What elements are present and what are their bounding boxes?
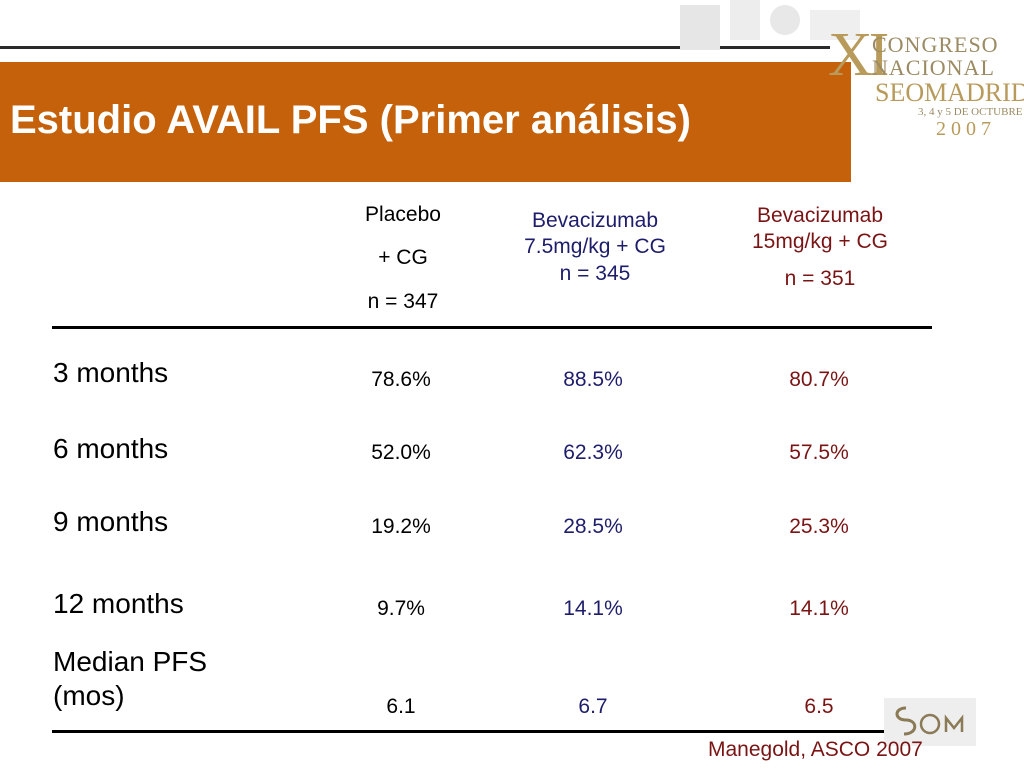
table-cell: 78.6%	[371, 368, 431, 391]
table-cell: 6.5	[804, 695, 834, 718]
row-label-median-pfs: Median PFS (mos)	[53, 645, 207, 712]
row-label-line: Median PFS	[53, 646, 208, 677]
logo-year: 2007	[936, 118, 996, 140]
column-header-bev-7-5: Bevacizumab 7.5mg/kg + CG n = 345	[485, 208, 705, 287]
table-cell: 6.7	[578, 695, 608, 718]
header-line: n = 345	[559, 261, 631, 285]
congress-logo: XI CONGRESO NACIONAL SEOMADRID 3, 4 y 5 …	[650, 0, 1024, 150]
table-cell: 19.2%	[371, 515, 431, 538]
header-line: n = 347	[367, 289, 439, 313]
header-line: 15mg/kg + CG	[752, 230, 888, 254]
logo-date: 3, 4 y 5 DE OCTUBRE	[918, 106, 1023, 118]
citation: Manegold, ASCO 2007	[708, 738, 923, 761]
table-cell: 80.7%	[789, 368, 849, 391]
table-cell: 88.5%	[563, 368, 623, 391]
row-label-line: (mos)	[53, 679, 125, 711]
header-line: + CG	[378, 246, 428, 270]
header-line: 7.5mg/kg + CG	[524, 235, 666, 259]
header-line: Placebo	[365, 203, 441, 226]
logo-line-1: CONGRESO	[872, 32, 999, 57]
table-cell: 25.3%	[789, 515, 849, 538]
column-header-bev-15: Bevacizumab 15mg/kg + CG n = 351	[710, 203, 930, 292]
table-cell: 52.0%	[371, 441, 431, 464]
faint-banner-graphic	[680, 0, 860, 50]
row-label: 12 months	[53, 588, 184, 619]
table-top-rule	[52, 326, 932, 329]
table-cell: 28.5%	[563, 515, 623, 538]
header-line: Bevacizumab	[756, 204, 884, 227]
table-cell: 57.5%	[789, 441, 849, 464]
title-banner	[0, 62, 851, 182]
table-cell: 6.1	[386, 695, 416, 718]
top-divider-line	[0, 46, 830, 49]
logo-roman-numeral: XI	[828, 21, 889, 89]
table-bottom-rule	[52, 730, 932, 733]
header-line: n = 351	[784, 266, 856, 290]
seom-mark-icon	[895, 706, 964, 736]
row-label: 6 months	[53, 433, 169, 464]
row-label: 3 months	[53, 357, 169, 388]
column-header-placebo: Placebo + CG n = 347	[330, 202, 476, 332]
header-line: Bevacizumab	[531, 209, 659, 232]
row-label: 9 months	[53, 506, 169, 537]
table-cell: 14.1%	[563, 597, 623, 620]
table-cell: 62.3%	[563, 441, 623, 464]
logo-line-2: NACIONAL	[872, 55, 995, 80]
slide-title: Estudio AVAIL PFS (Primer análisis)	[10, 98, 691, 142]
table-cell: 9.7%	[377, 597, 425, 620]
table-cell: 14.1%	[789, 597, 849, 620]
seom-mini-logo	[884, 698, 976, 746]
logo-seom: SEOMADRID	[875, 78, 1024, 107]
